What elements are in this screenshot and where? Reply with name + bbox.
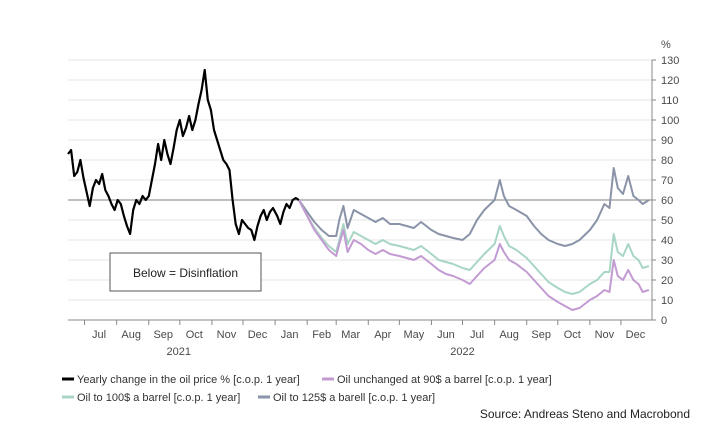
- source-note: Source: Andreas Steno and Macrobond: [480, 407, 690, 421]
- x-tick-label: Apr: [374, 329, 391, 341]
- x-tick-label: Aug: [121, 329, 141, 341]
- series-line-1: [298, 199, 650, 311]
- annotation-box: Below = Disinflation: [109, 252, 262, 292]
- x-tick-label: Aug: [499, 329, 519, 341]
- legend-label: Oil unchanged at 90$ a barrel [c.o.p. 1 …: [337, 374, 552, 386]
- y-axis: 0 10 20 30 40 50 60 70 80 90 100 110 120 130: [651, 55, 679, 327]
- legend-label: Yearly change in the oil price % [c.o.p.…: [77, 374, 300, 386]
- y-tick-label: 100: [661, 115, 679, 127]
- y-tick-label: 40: [661, 235, 673, 247]
- x-axis: Jul Aug Sep Oct Nov Dec Jan Feb Mar Apr May Jun Jul A…: [68, 319, 652, 358]
- y-tick-label: 0: [661, 315, 667, 327]
- series-line-3: [298, 167, 650, 247]
- y-tick-label: 120: [661, 75, 679, 87]
- legend: Yearly change in the oil price % [c.o.p.…: [62, 374, 552, 404]
- y-tick-label: 30: [661, 255, 673, 267]
- unit-label: %: [661, 39, 671, 51]
- x-tick-label: May: [403, 329, 424, 341]
- x-year-label: 2021: [167, 346, 191, 358]
- x-year-label: 2022: [450, 346, 474, 358]
- y-tick-label: 80: [661, 155, 673, 167]
- x-tick-label: Jul: [92, 329, 106, 341]
- x-tick-label: Mar: [341, 329, 360, 341]
- x-tick-label: Jun: [437, 329, 455, 341]
- x-tick-label: Feb: [312, 329, 331, 341]
- annotation-text: Below = Disinflation: [133, 266, 238, 280]
- y-tick-label: 110: [661, 95, 679, 107]
- y-tick-label: 70: [661, 175, 673, 187]
- x-tick-label: Jan: [281, 329, 299, 341]
- y-tick-label: 60: [661, 195, 673, 207]
- x-tick-label: Jul: [470, 329, 484, 341]
- x-tick-label: Dec: [626, 329, 646, 341]
- x-tick-label: Oct: [186, 329, 203, 341]
- x-tick-label: Oct: [564, 329, 581, 341]
- legend-label: Oil to 100$ a barrel [c.o.p. 1 year]: [77, 392, 240, 404]
- y-tick-label: 90: [661, 135, 673, 147]
- y-tick-label: 50: [661, 215, 673, 227]
- y-tick-label: 130: [661, 55, 679, 67]
- x-tick-label: Nov: [217, 329, 237, 341]
- legend-label: Oil to 125$ a barell [c.o.p. 1 year]: [273, 392, 435, 404]
- y-tick-label: 20: [661, 275, 673, 287]
- x-tick-label: Sep: [153, 329, 173, 341]
- series-line-0: [67, 68, 300, 242]
- plot-area: [67, 68, 652, 311]
- y-tick-label: 10: [661, 295, 673, 307]
- x-tick-label: Sep: [531, 329, 551, 341]
- x-tick-label: Dec: [248, 329, 268, 341]
- x-tick-label: Nov: [595, 329, 615, 341]
- series-line-2: [298, 199, 650, 295]
